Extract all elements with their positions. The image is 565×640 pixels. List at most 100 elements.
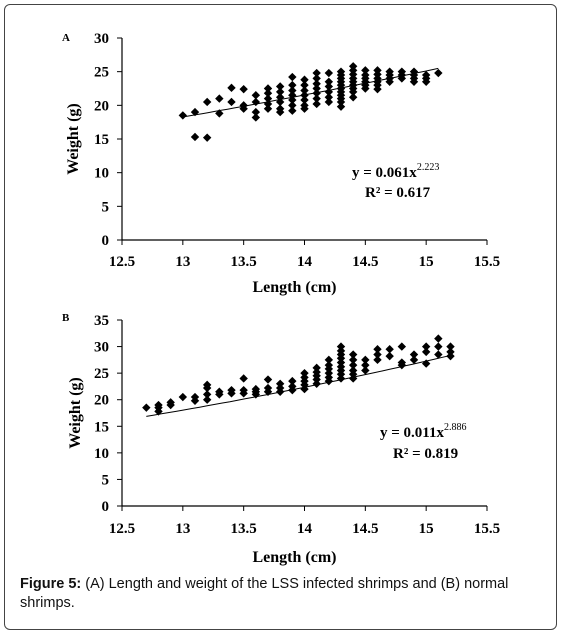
data-point (227, 83, 236, 93)
data-point (312, 379, 321, 388)
y-tick-label: 30 (94, 340, 109, 356)
data-point (275, 97, 285, 107)
data-point (348, 350, 358, 359)
x-tick-label: 13.5 (231, 521, 257, 537)
data-point (154, 400, 163, 410)
data-point (263, 99, 273, 109)
y-tick-label: 25 (94, 65, 109, 81)
y-tick-label: 0 (102, 499, 110, 515)
x-tick-label: 12.5 (109, 254, 135, 270)
data-point (421, 347, 431, 357)
x-tick-label: 15 (419, 254, 434, 270)
data-point (300, 380, 309, 390)
data-point (385, 77, 394, 86)
data-point (324, 87, 334, 97)
data-point (385, 345, 394, 354)
data-point (324, 97, 334, 107)
data-point (312, 375, 321, 384)
data-point (324, 368, 334, 378)
data-point (288, 80, 297, 90)
data-point (348, 370, 358, 379)
data-point (166, 400, 175, 410)
y-tick-label: 15 (94, 132, 109, 148)
data-point (263, 84, 273, 93)
data-point (312, 79, 321, 88)
data-point (178, 111, 188, 120)
data-point (324, 68, 334, 78)
x-tick-label: 15 (419, 521, 434, 537)
data-point (300, 75, 309, 84)
data-point (154, 407, 163, 416)
data-point (324, 355, 334, 365)
data-point (409, 77, 419, 86)
data-point (239, 104, 248, 113)
data-point (215, 109, 224, 118)
figure-caption: Figure 5: (A) Length and weight of the L… (20, 575, 550, 613)
data-point (251, 91, 261, 100)
data-point (336, 102, 346, 111)
panel-label: A (62, 32, 70, 44)
chart-panel-b: 0 5 10 15 20 25 30 35 12.5 13 13.5 14 14.5 15 15.5 Leng… (62, 312, 500, 566)
data-point (251, 97, 261, 107)
data-point (312, 99, 321, 109)
y-tick-label: 20 (94, 98, 109, 114)
data-point (373, 345, 382, 354)
data-point (142, 403, 151, 412)
data-point (227, 97, 236, 107)
data-point (373, 84, 382, 94)
x-axis-label: Length (cm) (253, 279, 337, 296)
x-tick-label: 12.5 (109, 521, 135, 537)
data-point (202, 395, 212, 404)
y-tick-label: 5 (102, 472, 110, 488)
r-squared-label: R² = 0.819 (393, 446, 458, 462)
data-point (446, 347, 455, 357)
data-point (202, 133, 212, 142)
data-point (446, 351, 455, 361)
data-point (202, 380, 212, 390)
equation-label: y = 0.061x2.223 (352, 162, 439, 181)
data-point (361, 84, 370, 93)
data-point (434, 68, 443, 78)
data-point (336, 97, 346, 107)
data-point (373, 355, 382, 365)
data-point (288, 91, 297, 100)
data-point (312, 89, 321, 98)
data-point (336, 370, 346, 379)
data-point (312, 68, 321, 78)
y-tick-label: 10 (94, 446, 109, 462)
y-tick-label: 10 (94, 166, 109, 182)
data-point (324, 77, 334, 86)
data-point (421, 77, 431, 86)
data-point (275, 387, 285, 396)
data-point (288, 376, 297, 386)
data-point (190, 396, 200, 405)
y-tick-label: 25 (94, 366, 109, 382)
x-tick-label: 14.5 (352, 254, 378, 270)
data-point (263, 89, 273, 98)
y-tick-label: 5 (102, 199, 110, 215)
data-point (300, 95, 309, 105)
data-point (397, 74, 407, 83)
data-point (348, 355, 358, 365)
data-point (336, 342, 346, 351)
panel-label: B (62, 312, 70, 324)
chart-panel-a: 0 5 10 15 20 25 30 12.5 13 13.5 14 14.5 15 15.5 Length… (62, 31, 500, 296)
data-point (421, 342, 431, 351)
x-tick-label: 13 (175, 254, 190, 270)
data-point (288, 385, 297, 395)
data-point (300, 104, 309, 113)
data-point (446, 342, 455, 351)
data-point (288, 106, 297, 115)
x-tick-label: 15.5 (474, 521, 500, 537)
data-point (263, 104, 273, 113)
data-point (421, 359, 431, 368)
data-point (361, 360, 370, 370)
data-point (312, 74, 321, 83)
data-point (275, 93, 285, 102)
data-point (202, 390, 212, 399)
y-tick-label: 0 (102, 233, 110, 249)
data-point (251, 107, 261, 117)
data-point (409, 355, 419, 365)
data-point (275, 82, 285, 91)
